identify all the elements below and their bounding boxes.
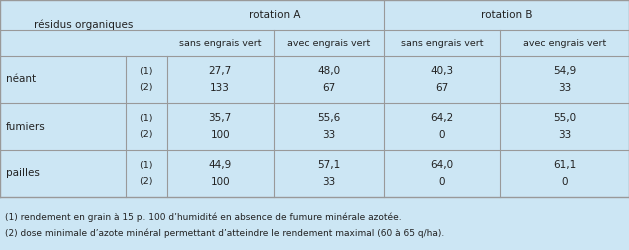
Text: (2): (2): [140, 84, 153, 92]
Text: avec engrais vert: avec engrais vert: [523, 38, 606, 48]
Text: 54,9: 54,9: [553, 66, 576, 76]
Text: 33: 33: [558, 130, 571, 140]
Text: 0: 0: [438, 130, 445, 140]
Text: 0: 0: [438, 177, 445, 187]
Text: 33: 33: [322, 130, 335, 140]
Text: (1) rendement en grain à 15 p. 100 d’humidité en absence de fumure minérale azot: (1) rendement en grain à 15 p. 100 d’hum…: [5, 212, 402, 222]
Text: 100: 100: [210, 130, 230, 140]
Text: (1): (1): [140, 114, 153, 122]
Text: 35,7: 35,7: [209, 113, 231, 123]
Text: 48,0: 48,0: [317, 66, 340, 76]
Text: 100: 100: [210, 177, 230, 187]
Text: 64,2: 64,2: [430, 113, 454, 123]
Text: 67: 67: [322, 83, 335, 93]
Text: 0: 0: [561, 177, 568, 187]
Text: 33: 33: [558, 83, 571, 93]
Text: rotation B: rotation B: [481, 10, 532, 20]
Text: 33: 33: [322, 177, 335, 187]
Text: résidus organiques: résidus organiques: [34, 20, 133, 30]
Text: 57,1: 57,1: [317, 160, 340, 170]
Text: néant: néant: [6, 74, 36, 85]
Text: (2) dose minimale d’azote minéral permettant d’atteindre le rendement maximal (6: (2) dose minimale d’azote minéral permet…: [5, 228, 444, 237]
Text: fumiers: fumiers: [6, 122, 46, 132]
Text: avec engrais vert: avec engrais vert: [287, 38, 370, 48]
Text: rotation A: rotation A: [250, 10, 301, 20]
Text: sans engrais vert: sans engrais vert: [401, 38, 483, 48]
Text: 67: 67: [435, 83, 448, 93]
Text: 40,3: 40,3: [430, 66, 454, 76]
Text: 55,0: 55,0: [553, 113, 576, 123]
Text: 61,1: 61,1: [553, 160, 576, 170]
Text: sans engrais vert: sans engrais vert: [179, 38, 262, 48]
Text: (1): (1): [140, 160, 153, 170]
Text: (2): (2): [140, 178, 153, 186]
Text: 55,6: 55,6: [317, 113, 340, 123]
Text: (2): (2): [140, 130, 153, 140]
Text: (1): (1): [140, 66, 153, 76]
Text: 27,7: 27,7: [209, 66, 231, 76]
Text: 44,9: 44,9: [209, 160, 231, 170]
Text: 64,0: 64,0: [430, 160, 454, 170]
Text: pailles: pailles: [6, 168, 40, 178]
Text: 133: 133: [210, 83, 230, 93]
